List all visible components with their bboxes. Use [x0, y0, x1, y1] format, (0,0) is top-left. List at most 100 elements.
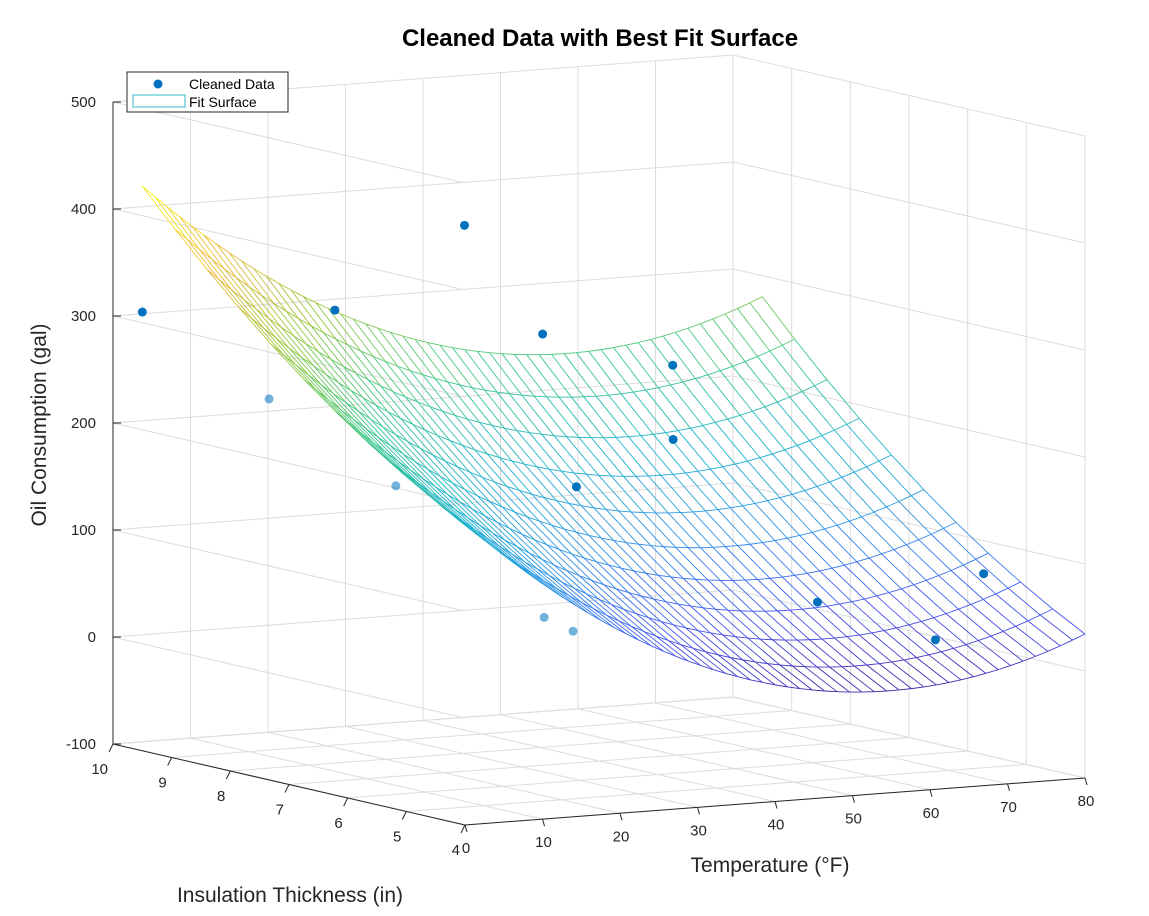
x-tick-label: 80: [1078, 793, 1095, 810]
surface-mesh-line: [794, 338, 828, 380]
surface-mesh-line: [325, 374, 359, 412]
surface-mesh-line: [635, 475, 669, 514]
surface-mesh-line: [310, 325, 324, 333]
surface-mesh-line: [290, 289, 324, 333]
surface-mesh-line: [228, 252, 262, 296]
surface-mesh-line: [941, 647, 954, 653]
surface-mesh-line: [265, 275, 299, 319]
surface-mesh-line: [432, 454, 446, 462]
surface-mesh-line: [673, 472, 686, 475]
surface-mesh-line: [945, 613, 979, 641]
surface-mesh-line: [544, 580, 557, 589]
surface-mesh-line: [142, 185, 156, 198]
surface-mesh-line: [166, 206, 180, 218]
surface-mesh-line: [422, 478, 436, 487]
surface-mesh-line: [231, 289, 245, 301]
surface-mesh-line: [474, 529, 488, 539]
surface-mesh-line: [920, 621, 954, 649]
surface-mesh-line: [928, 654, 962, 681]
surface-mesh-line: [1027, 614, 1041, 622]
surface-mesh-line: [863, 598, 897, 629]
surface-mesh-line: [809, 638, 823, 641]
surface-mesh-line: [764, 610, 798, 641]
surface-mesh-line: [491, 425, 505, 429]
surface-mesh-line: [397, 460, 431, 493]
surface-mesh-line: [409, 370, 443, 412]
data-point: [668, 360, 678, 370]
surface-mesh-line: [608, 564, 642, 597]
surface-mesh-line: [186, 238, 200, 250]
surface-mesh-line: [781, 344, 815, 387]
surface-mesh-line: [608, 393, 622, 396]
surface-mesh-line: [457, 466, 470, 473]
surface-mesh-line: [784, 449, 818, 487]
surface-mesh-line: [724, 546, 758, 580]
surface-mesh-line: [248, 286, 282, 328]
surface-mesh-line: [335, 338, 349, 346]
surface-mesh-line: [710, 632, 744, 661]
surface-mesh-line: [372, 355, 386, 362]
surface-mesh-line: [387, 411, 421, 449]
y-tick-label: 6: [334, 815, 342, 832]
surface-mesh-line: [223, 268, 237, 279]
surface-mesh-line: [566, 570, 580, 576]
surface-mesh-line: [858, 417, 892, 456]
surface-mesh-line: [685, 627, 699, 632]
surface-mesh-line: [630, 511, 664, 547]
surface-mesh-line: [873, 511, 907, 546]
surface-mesh-line: [389, 331, 423, 376]
surface-mesh-line: [578, 575, 612, 605]
surface-mesh-line: [271, 344, 285, 356]
surface-mesh-line: [504, 539, 538, 570]
left-wall-grid-line: [112, 636, 466, 719]
surface-mesh-line: [747, 637, 781, 666]
surface-mesh-line: [206, 268, 240, 309]
surface-mesh-line: [253, 268, 287, 312]
surface-mesh-line: [377, 327, 391, 333]
surface-mesh-line: [377, 327, 411, 371]
surface-mesh-line: [141, 185, 175, 229]
surface-mesh-line: [561, 581, 595, 610]
surface-mesh-line: [469, 528, 483, 539]
surface-mesh-line: [554, 435, 567, 438]
surface-mesh-line: [613, 540, 647, 574]
surface-mesh-line: [921, 617, 934, 622]
surface-mesh-line: [531, 572, 565, 599]
surface-mesh-line: [821, 435, 855, 473]
surface-mesh-line: [844, 561, 857, 566]
surface-mesh-line: [531, 493, 545, 499]
surface-mesh-line: [653, 598, 686, 629]
surface-mesh-line: [238, 307, 252, 319]
surface-mesh-line: [238, 307, 272, 345]
surface-mesh-line: [280, 326, 314, 367]
surface-mesh-line: [606, 509, 619, 512]
surface-mesh-line: [186, 238, 220, 280]
surface-mesh-line: [588, 535, 622, 569]
surface-mesh-line: [558, 549, 592, 581]
surface-mesh-line: [719, 370, 753, 412]
surface-mesh-line: [774, 537, 788, 541]
surface-mesh-line: [645, 572, 659, 576]
surface-mesh-line: [179, 216, 213, 260]
side-wall-grid-line: [732, 589, 1086, 672]
surface-mesh-line: [469, 471, 483, 478]
surface-mesh-line: [789, 608, 803, 611]
surface-mesh-line: [305, 343, 319, 353]
surface-mesh-line: [390, 331, 403, 337]
surface-mesh-line: [663, 546, 676, 548]
surface-mesh-line: [893, 549, 927, 581]
surface-mesh-line: [293, 335, 307, 345]
surface-mesh-line: [447, 494, 461, 503]
surface-mesh-line: [611, 603, 624, 610]
surface-mesh-line: [983, 593, 996, 600]
surface-mesh-line: [804, 486, 818, 491]
surface-mesh-line: [516, 430, 550, 470]
surface-mesh-line: [429, 406, 463, 446]
surface-mesh-line: [546, 544, 560, 550]
surface-mesh-line: [608, 394, 642, 436]
surface-mesh-line: [407, 441, 421, 449]
surface-mesh-line: [290, 289, 304, 297]
surface-mesh-line: [771, 453, 805, 491]
surface-mesh-line: [680, 512, 714, 548]
